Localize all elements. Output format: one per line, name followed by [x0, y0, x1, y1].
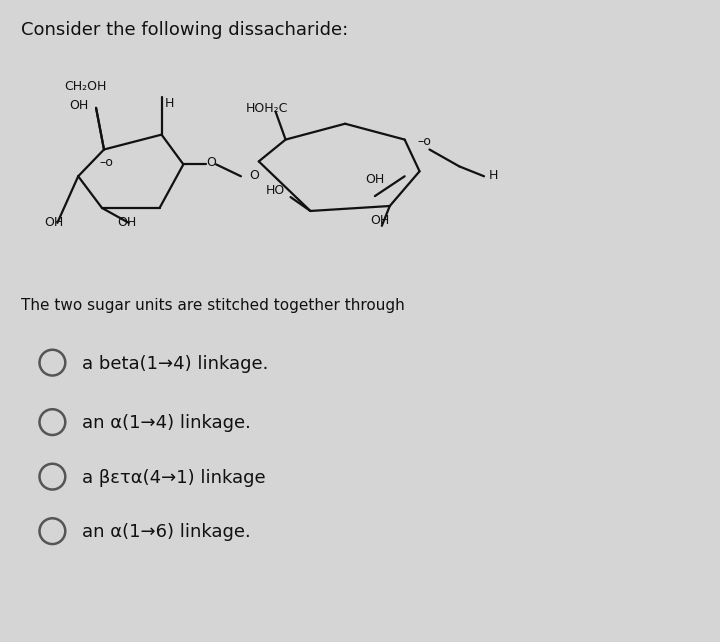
Text: OH: OH: [117, 216, 136, 229]
Text: OH: OH: [365, 173, 384, 186]
Text: The two sugar units are stitched together through: The two sugar units are stitched togethe…: [21, 298, 405, 313]
Text: OH: OH: [370, 214, 390, 227]
Text: OH: OH: [45, 216, 63, 229]
Text: H: H: [165, 97, 174, 110]
Text: CH₂OH: CH₂OH: [64, 80, 107, 93]
Text: –o: –o: [99, 157, 113, 169]
Text: Consider the following dissacharide:: Consider the following dissacharide:: [21, 21, 348, 39]
Text: an α(1→6) linkage.: an α(1→6) linkage.: [82, 523, 251, 541]
Text: H: H: [489, 169, 498, 182]
Text: O: O: [206, 157, 216, 169]
Text: an α(1→4) linkage.: an α(1→4) linkage.: [82, 414, 251, 432]
Text: OH: OH: [69, 99, 89, 112]
Text: a βετα(4→1) linkage: a βετα(4→1) linkage: [82, 469, 266, 487]
Text: O: O: [249, 169, 258, 182]
Text: HOH₂C: HOH₂C: [246, 102, 288, 115]
Text: a beta(1→4) linkage.: a beta(1→4) linkage.: [82, 355, 269, 373]
Text: –o: –o: [418, 135, 431, 148]
Text: HO: HO: [266, 184, 285, 197]
